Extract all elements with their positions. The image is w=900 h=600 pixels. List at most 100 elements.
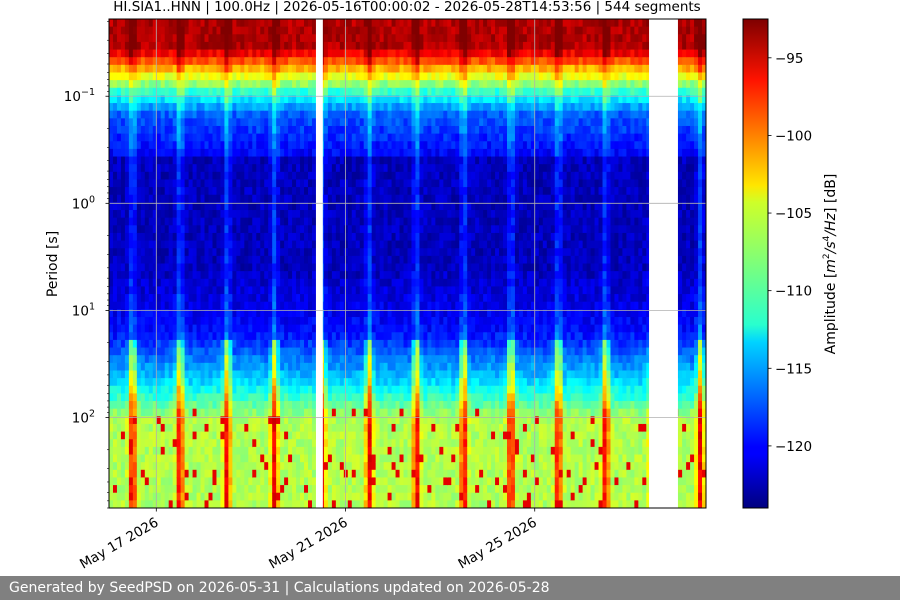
heatmap-cell bbox=[256, 423, 261, 433]
heatmap-cell bbox=[188, 385, 194, 394]
heatmap-cell bbox=[164, 34, 170, 43]
heatmap-cell bbox=[208, 164, 214, 173]
heatmap-cell bbox=[383, 423, 389, 433]
heatmap-cell bbox=[152, 225, 158, 234]
heatmap-cell bbox=[260, 309, 265, 318]
heatmap-cell bbox=[331, 248, 337, 257]
heatmap-cell bbox=[347, 378, 353, 387]
heatmap-cell bbox=[232, 423, 237, 433]
heatmap-cell bbox=[311, 57, 317, 66]
heatmap-cell bbox=[252, 370, 257, 379]
heatmap-cell bbox=[272, 141, 277, 150]
heatmap-cell bbox=[132, 454, 138, 463]
heatmap-cell bbox=[379, 103, 385, 112]
heatmap-cell bbox=[228, 324, 233, 333]
heatmap-cell bbox=[308, 133, 313, 142]
heatmap-cell bbox=[184, 316, 190, 326]
heatmap-cell bbox=[192, 271, 198, 280]
heatmap-cell bbox=[124, 378, 130, 387]
heatmap-cell bbox=[256, 416, 261, 425]
heatmap-cell bbox=[300, 118, 305, 127]
heatmap-cell bbox=[284, 370, 289, 379]
heatmap-cell bbox=[300, 64, 305, 74]
heatmap-cell bbox=[228, 57, 233, 66]
heatmap-cell bbox=[196, 324, 202, 333]
heatmap-cell bbox=[180, 72, 186, 81]
heatmap-cell bbox=[403, 401, 409, 410]
heatmap-cell bbox=[383, 210, 389, 219]
heatmap-cell bbox=[272, 217, 277, 226]
heatmap-cell bbox=[327, 248, 333, 257]
heatmap-cell bbox=[268, 339, 273, 349]
heatmap-cell bbox=[144, 225, 150, 234]
heatmap-cell bbox=[264, 385, 269, 394]
heatmap-cell bbox=[196, 141, 202, 150]
heatmap-cell bbox=[327, 385, 333, 394]
heatmap-cell bbox=[371, 156, 377, 165]
heatmap-cell bbox=[411, 164, 417, 173]
heatmap-cell bbox=[399, 110, 405, 119]
heatmap-cell bbox=[160, 339, 166, 349]
heatmap-cell bbox=[244, 454, 249, 463]
heatmap-cell bbox=[204, 278, 210, 288]
heatmap-cell bbox=[359, 362, 365, 372]
heatmap-cell bbox=[208, 477, 214, 486]
heatmap-cell bbox=[208, 210, 214, 219]
heatmap-cell bbox=[128, 355, 134, 364]
heatmap-cell bbox=[331, 255, 337, 265]
heatmap-cell bbox=[228, 416, 233, 425]
heatmap-cell bbox=[208, 187, 214, 196]
heatmap-cell bbox=[280, 332, 285, 341]
heatmap-cell bbox=[363, 492, 369, 501]
heatmap-cell bbox=[208, 255, 214, 265]
heatmap-cell bbox=[252, 294, 257, 303]
heatmap-cell bbox=[371, 26, 377, 35]
heatmap-cell bbox=[379, 187, 385, 196]
heatmap-cell bbox=[244, 187, 249, 196]
heatmap-cell bbox=[292, 408, 297, 417]
heatmap-cell bbox=[224, 362, 229, 372]
heatmap-cell bbox=[272, 423, 277, 433]
heatmap-cell bbox=[308, 248, 313, 257]
heatmap-cell bbox=[276, 133, 281, 142]
heatmap-cell bbox=[224, 423, 229, 433]
heatmap-cell bbox=[248, 64, 253, 74]
heatmap-cell bbox=[124, 133, 130, 142]
heatmap-cell bbox=[109, 431, 114, 440]
heatmap-cell bbox=[296, 339, 301, 349]
heatmap-cell bbox=[339, 187, 345, 196]
heatmap-cell bbox=[136, 492, 142, 501]
heatmap-cell bbox=[224, 64, 229, 74]
heatmap-cell bbox=[327, 133, 333, 142]
heatmap-cell bbox=[367, 439, 373, 448]
heatmap-cell bbox=[252, 187, 257, 196]
heatmap-cell bbox=[224, 103, 229, 112]
heatmap-cell bbox=[136, 316, 142, 326]
heatmap-cell bbox=[120, 202, 126, 211]
heatmap-cell bbox=[363, 339, 369, 349]
heatmap-cell bbox=[288, 423, 293, 433]
heatmap-cell bbox=[383, 248, 389, 257]
heatmap-cell bbox=[276, 171, 281, 181]
heatmap-cell bbox=[276, 294, 281, 303]
heatmap-cell bbox=[244, 171, 249, 181]
heatmap-cell bbox=[387, 187, 393, 196]
heatmap-cell bbox=[351, 156, 357, 165]
heatmap-cell bbox=[379, 416, 385, 425]
heatmap-cell bbox=[132, 232, 138, 242]
heatmap-cell bbox=[323, 232, 329, 242]
heatmap-cell bbox=[280, 57, 285, 66]
heatmap-cell bbox=[120, 492, 126, 501]
heatmap-cell bbox=[335, 49, 341, 58]
heatmap-cell bbox=[351, 294, 357, 303]
heatmap-cell bbox=[252, 416, 257, 425]
heatmap-cell bbox=[112, 194, 118, 203]
heatmap-cell bbox=[160, 477, 166, 486]
heatmap-cell bbox=[140, 339, 146, 349]
heatmap-cell bbox=[208, 103, 214, 112]
heatmap-cell bbox=[120, 385, 126, 394]
heatmap-cell bbox=[172, 118, 178, 127]
heatmap-cell bbox=[184, 164, 190, 173]
heatmap-cell bbox=[276, 156, 281, 165]
heatmap-cell bbox=[212, 210, 218, 219]
